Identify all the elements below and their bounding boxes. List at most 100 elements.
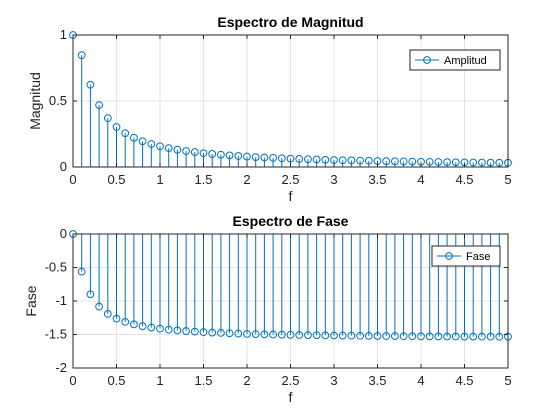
phase-stem-marker: [190, 327, 199, 336]
magnitude-stem-marker: [190, 148, 199, 156]
magnitude-stem-marker: [304, 155, 312, 164]
magnitude-x-tick-label: 2: [243, 172, 250, 187]
phase-stem-marker: [147, 323, 156, 332]
phase-stem-marker: [486, 332, 495, 341]
phase-legend-marker: [445, 252, 453, 260]
phase-stem-marker: [130, 320, 138, 329]
phase-stem-marker: [443, 332, 452, 341]
phase-x-tick-label: 2: [243, 373, 250, 388]
magnitude-stem-marker: [382, 157, 391, 166]
magnitude-legend-box: [409, 49, 501, 71]
magnitude-x-tick-label: 5: [504, 172, 511, 187]
magnitude-stem-marker: [103, 114, 112, 123]
phase-stem-marker: [286, 330, 295, 339]
magnitude-stem-marker: [286, 154, 295, 163]
magnitude-stem-marker: [217, 150, 225, 159]
magnitude-stem-marker: [408, 157, 417, 166]
phase-x-tick-label: 1.5: [194, 373, 212, 388]
phase-stem-marker: [295, 331, 304, 339]
magnitude-x-tick-label: 3.5: [368, 172, 386, 187]
phase-stem-marker: [164, 325, 173, 334]
phase-stem-marker: [434, 332, 443, 341]
phase-x-tick-label: 5: [504, 373, 511, 388]
phase-stem-marker: [321, 331, 330, 340]
magnitude-stem-marker: [164, 144, 173, 153]
phase-y-tick-label: 0: [60, 226, 67, 241]
phase-y-axis-label: Fase: [23, 285, 39, 316]
phase-title: Espectro de Fase: [233, 213, 349, 229]
phase-stem-marker: [277, 330, 286, 339]
magnitude-y-tick-label: 0.5: [49, 93, 67, 108]
magnitude-stem-marker: [138, 137, 147, 146]
phase-stem-marker: [269, 330, 278, 339]
magnitude-x-tick-label: 1.5: [194, 172, 212, 187]
magnitude-stem-marker: [347, 156, 356, 165]
magnitude-stem-marker: [269, 153, 278, 162]
magnitude-stem-marker: [234, 152, 243, 160]
phase-stem-marker: [417, 332, 425, 341]
magnitude-x-tick-label: 0.5: [107, 172, 125, 187]
magnitude-stem-marker: [295, 155, 304, 163]
magnitude-stem-marker: [121, 129, 130, 138]
magnitude-stem-marker: [364, 156, 373, 165]
magnitude-stem-marker: [434, 158, 443, 166]
phase-stem-marker: [112, 314, 121, 323]
phase-legend-label: Fase: [466, 251, 490, 263]
magnitude-x-axis-label: f: [289, 188, 293, 204]
magnitude-stem-marker: [243, 152, 251, 161]
phase-stem-marker: [173, 326, 182, 335]
phase-stem-marker: [95, 302, 103, 311]
phase-stem-marker: [451, 332, 460, 341]
magnitude-stem-marker: [469, 158, 478, 167]
phase-y-tick-label: -1: [55, 293, 67, 308]
phase-stem-marker: [347, 331, 356, 340]
magnitude-stem-marker: [321, 155, 330, 164]
phase-stem-marker: [251, 330, 260, 338]
magnitude-stem-marker: [112, 123, 121, 131]
phase-stem-marker: [243, 329, 251, 338]
phase-stem-marker: [138, 322, 147, 331]
phase-stem-marker: [382, 332, 391, 340]
phase-stem-marker: [408, 332, 417, 341]
magnitude-stem-marker: [478, 158, 486, 167]
phase-x-tick-label: 1: [156, 373, 163, 388]
magnitude-stem-marker: [251, 153, 260, 162]
phase-stem-marker: [399, 332, 408, 341]
magnitude-stem-marker: [260, 153, 269, 162]
magnitude-stem-marker: [130, 133, 138, 142]
magnitude-stem-marker: [356, 156, 365, 165]
magnitude-stem-marker: [330, 156, 338, 164]
magnitude-stem-marker: [425, 157, 434, 166]
magnitude-stem-marker: [77, 51, 86, 60]
phase-stem-marker: [478, 332, 486, 341]
phase-chart: 0 0.5 1 1.5 2 2.5 3 3.5 4 4.5 5 -2 -1.5 -1 -0.5 0 Espect…: [23, 213, 512, 405]
phase-stem-marker: [460, 332, 469, 341]
magnitude-chart: 0 0.5 1 1.5 2 2.5 3 3.5 4 4.5 5 0 0.5 1 Espectro de Ma…: [27, 14, 512, 204]
phase-stem-marker: [338, 331, 347, 340]
magnitude-stem-marker: [391, 157, 399, 166]
phase-y-tick-label: -2: [55, 360, 67, 375]
magnitude-title: Espectro de Magnitud: [217, 14, 363, 30]
phase-stem-marker: [304, 331, 312, 340]
phase-stem-marker: [199, 328, 208, 337]
phase-x-tick-label: 3: [330, 373, 337, 388]
phase-x-axis-label: f: [289, 389, 293, 405]
phase-legend-box: [431, 245, 501, 267]
magnitude-legend: Amplitud: [409, 49, 501, 71]
phase-stem-marker: [364, 331, 373, 340]
magnitude-stem-marker: [495, 158, 504, 167]
magnitude-stem-marker: [486, 158, 495, 167]
magnitude-stem-marker: [147, 140, 156, 148]
phase-stem-marker: [217, 328, 225, 337]
phase-x-tick-label: 0.5: [107, 373, 125, 388]
magnitude-x-tick-label: 1: [156, 172, 163, 187]
magnitude-stem-marker: [173, 145, 182, 154]
phase-stem-marker: [86, 290, 95, 299]
magnitude-stem-marker: [312, 155, 321, 164]
phase-stem-marker: [234, 329, 243, 338]
magnitude-stem-marker: [182, 147, 191, 155]
phase-y-tick-label: -0.5: [45, 260, 67, 275]
phase-stem-marker: [330, 331, 338, 340]
phase-y-tick-label: -1.5: [45, 327, 67, 342]
